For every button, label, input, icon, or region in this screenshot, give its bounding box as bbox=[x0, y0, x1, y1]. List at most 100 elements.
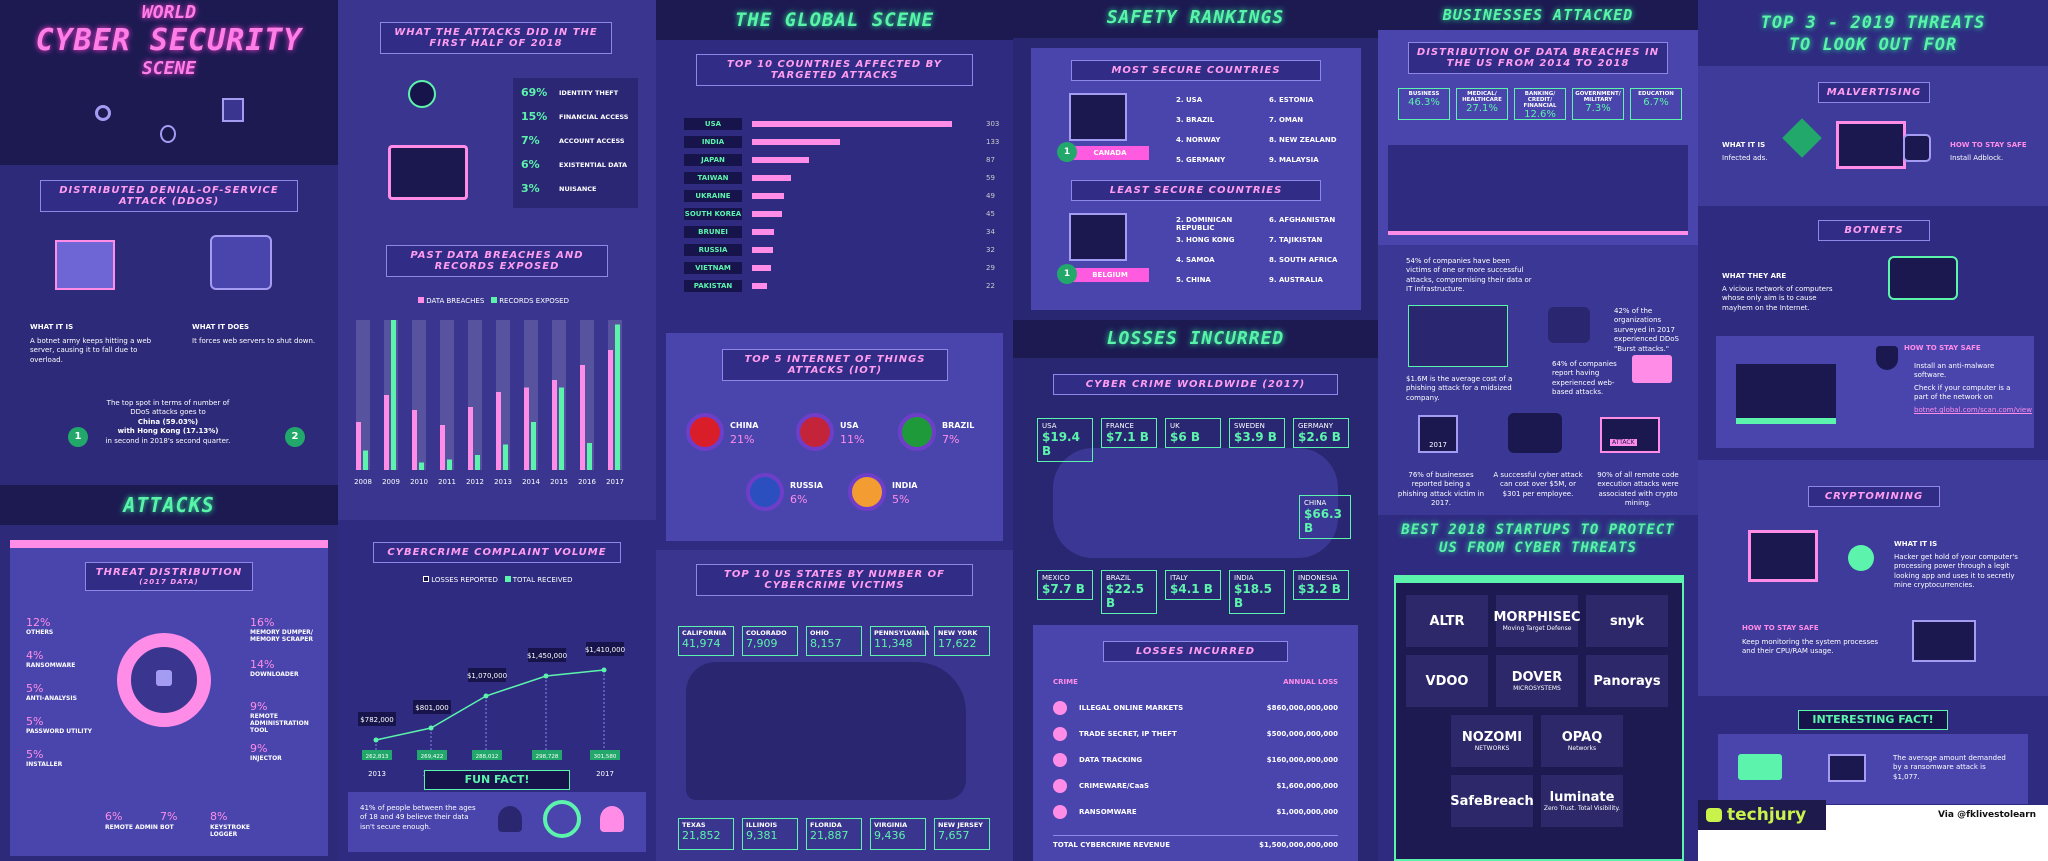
crime-row: CRIMEWARE/CaaS $1,600,000,000 bbox=[1053, 777, 1338, 795]
crime-label: ILLEGAL ONLINE MARKETS bbox=[1079, 704, 1184, 712]
country-bar bbox=[752, 193, 785, 199]
state-name: PENNSYLVANIA bbox=[874, 629, 930, 637]
world-stat: FRANCE $7.1 B bbox=[1101, 418, 1157, 448]
hacker-laptop-icon bbox=[55, 240, 115, 290]
complaint-point bbox=[483, 693, 489, 699]
crime-label: RANSOMWARE bbox=[1079, 808, 1137, 816]
crypto-monitor-icon bbox=[1748, 530, 1818, 582]
malvertising-safe: HOW TO STAY SAFE bbox=[1950, 141, 2027, 149]
crime-value: $1,000,000,000 bbox=[1276, 808, 1338, 816]
threat-label: DOWNLOADER bbox=[250, 671, 299, 678]
botnets-safe-2: Check if your computer is a part of the … bbox=[1914, 384, 2011, 402]
crime-row: TRADE SECRET, IP THEFT $500,000,000,000 bbox=[1053, 725, 1338, 743]
year-tick: 2016 bbox=[578, 478, 596, 486]
threat-percent: 5% bbox=[26, 715, 44, 728]
logo-sub: Networks bbox=[1567, 745, 1597, 752]
attack-percent: 15% bbox=[521, 110, 548, 123]
loss-table-header: CRIME ANNUAL LOSS bbox=[1053, 678, 1338, 686]
ddos-what-text: A botnet army keeps hitting a web server… bbox=[30, 337, 152, 364]
flag-russia-icon bbox=[746, 473, 784, 511]
world-country: INDIA bbox=[1234, 574, 1254, 582]
crime-name: RANSOMWARE bbox=[1053, 805, 1137, 819]
ranking-item: 8. NEW ZEALAND bbox=[1269, 136, 1337, 144]
complaint-point bbox=[601, 667, 607, 673]
received-box bbox=[362, 750, 392, 760]
fact-2: 42% of the organizations surveyed in 201… bbox=[1614, 307, 1679, 353]
logo-luminate: luminate Zero Trust. Total Visibility. bbox=[1541, 775, 1623, 827]
ddos-title: DISTRIBUTED DENIAL-OF-SERVICE ATTACK (DD… bbox=[40, 180, 298, 212]
state-value: 8,157 bbox=[810, 637, 842, 650]
least-rank: 1 bbox=[1057, 264, 1077, 284]
iot-country: INDIA bbox=[892, 481, 918, 490]
state-box: VIRGINIA 9,436 bbox=[870, 818, 926, 850]
received-label: 262,813 bbox=[366, 754, 389, 760]
breach-bar bbox=[384, 395, 389, 470]
iot-country: USA bbox=[840, 421, 859, 430]
logo-dover: DOVER MICROSYSTEMS bbox=[1496, 655, 1578, 707]
iot-title: TOP 5 INTERNET OF THINGS ATTACKS (IOT) bbox=[722, 349, 948, 381]
loss-label: $1,070,000 bbox=[467, 672, 507, 680]
ranking-item: 2. DOMINICAN REPUBLIC bbox=[1176, 216, 1233, 232]
world-value: $2.6 B bbox=[1298, 430, 1341, 444]
shield-screen-icon bbox=[1069, 93, 1127, 141]
logo-sub: NETWORKS bbox=[1474, 745, 1510, 752]
loss-box bbox=[528, 648, 566, 662]
cash-icon bbox=[1738, 754, 1782, 780]
botnets-link[interactable]: botnet.global.com/scan.com/view bbox=[1914, 406, 2032, 414]
crime-icon bbox=[1053, 805, 1067, 819]
state-box: CALIFORNIA 41,974 bbox=[678, 626, 734, 656]
column-threats: TOP 3 - 2019 THREATS TO LOOK OUT FOR MAL… bbox=[1698, 0, 2048, 861]
country-bar bbox=[752, 121, 952, 127]
attacks-did-title: WHAT THE ATTACKS DID IN THE FIRST HALF O… bbox=[380, 22, 612, 54]
envelope-lock-icon bbox=[1828, 754, 1866, 782]
records-bar bbox=[391, 320, 396, 470]
received-label: 269,422 bbox=[421, 754, 444, 760]
breach-bar bbox=[440, 425, 445, 470]
threat-percent: 5% bbox=[26, 748, 44, 761]
crime-name: CRIMEWARE/CaaS bbox=[1053, 779, 1149, 793]
received-label: 288,012 bbox=[476, 754, 499, 760]
ranking-item: 8. SOUTH AFRICA bbox=[1269, 256, 1338, 264]
breach-bar bbox=[356, 422, 361, 470]
threat-label: REMOTE ADMIN bbox=[105, 824, 158, 831]
crypto-safe: HOW TO STAY SAFE bbox=[1742, 624, 1819, 632]
state-value: 7,909 bbox=[746, 637, 778, 650]
country-label: RUSSIA bbox=[684, 244, 742, 256]
threat-percent: 4% bbox=[26, 649, 44, 662]
shield-icon bbox=[1876, 346, 1898, 370]
country-bar bbox=[752, 157, 810, 163]
state-value: 7,657 bbox=[938, 829, 970, 842]
state-name: CALIFORNIA bbox=[682, 629, 727, 637]
iot-percent: 21% bbox=[730, 433, 755, 446]
attacks-heading: ATTACKS bbox=[123, 493, 215, 517]
state-value: 9,436 bbox=[874, 829, 906, 842]
threat-label: INSTALLER bbox=[26, 761, 63, 768]
hero-panel: WORLD CYBER SECURITY SCENE bbox=[0, 0, 338, 165]
logo-name: snyk bbox=[1609, 613, 1645, 629]
rank-badge-1: 1 bbox=[68, 427, 88, 447]
ranking-item: 7. TAJIKISTAN bbox=[1269, 236, 1323, 244]
threat-percent: 7% bbox=[160, 810, 178, 823]
ranking-item: 6. ESTONIA bbox=[1269, 96, 1314, 104]
country-bar bbox=[752, 229, 775, 235]
stop-hand-icon bbox=[1903, 134, 1931, 162]
state-name: NEW YORK bbox=[938, 629, 978, 637]
country-label: JAPAN bbox=[684, 154, 742, 166]
botnets-safe-panel: HOW TO STAY SAFE Install an anti-malware… bbox=[1716, 336, 2034, 448]
world-value: $3.2 B bbox=[1298, 582, 1341, 596]
country-value: 45 bbox=[986, 210, 995, 218]
attack-percent: 3% bbox=[521, 182, 540, 195]
server-icon bbox=[222, 98, 244, 122]
records-bar bbox=[419, 462, 424, 470]
state-box: NEW YORK 17,622 bbox=[934, 626, 990, 656]
crime-name: ILLEGAL ONLINE MARKETS bbox=[1053, 701, 1183, 715]
flag-usa-icon bbox=[796, 413, 834, 451]
complaint-year: 2013 bbox=[368, 770, 386, 778]
country-value: 303 bbox=[986, 120, 1000, 128]
logo-name: OPAQ bbox=[1561, 730, 1603, 745]
world-value: $19.4 B bbox=[1042, 430, 1080, 458]
logo-panorays: Panorays bbox=[1586, 655, 1668, 707]
column-businesses: BUSINESSES ATTACKED DISTRIBUTION OF DATA… bbox=[1378, 0, 1698, 861]
year-tick: 2009 bbox=[382, 478, 400, 486]
fun-fact-text: 41% of people between the ages of 18 and… bbox=[360, 804, 476, 831]
